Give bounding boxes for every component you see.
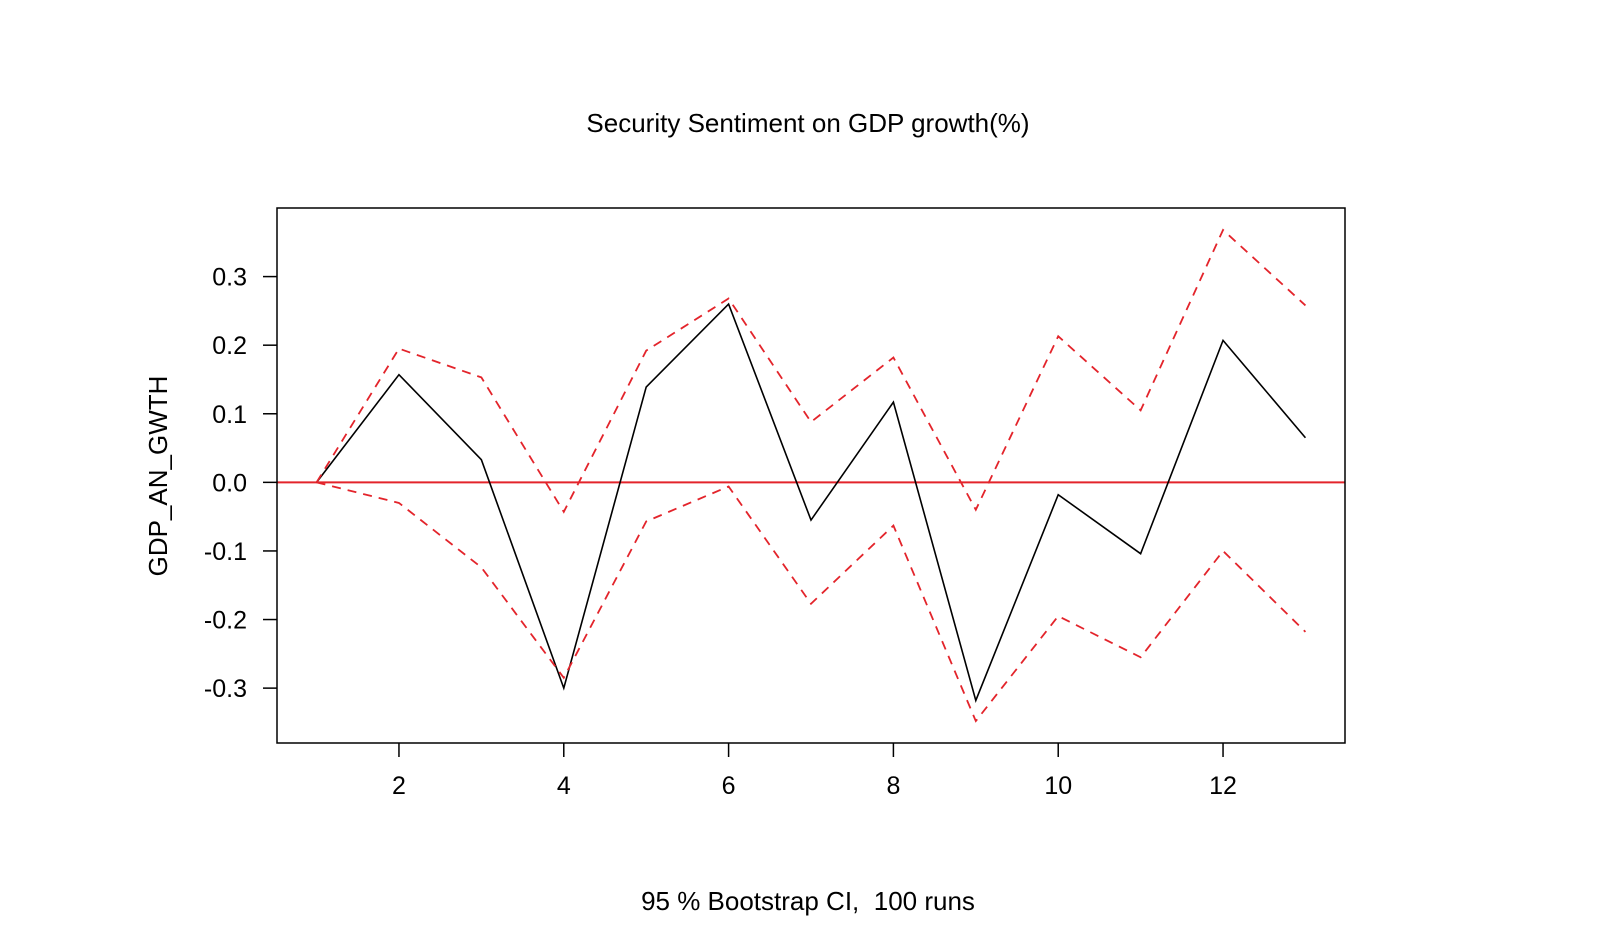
series-line-estimate [315,302,1307,703]
y-tick-label: 0.3 [212,264,247,292]
y-tick-label: 0.0 [212,469,247,497]
y-tick-label: 0.2 [212,332,247,360]
plot-frame [276,207,1346,744]
chart-title: Security Sentiment on GDP growth(%) [586,108,1029,138]
x-tick-label: 4 [557,772,571,800]
y-axis-label: GDP_AN_GWTH [143,376,173,577]
plot-area [277,228,1345,723]
x-tick-label: 12 [1209,772,1237,800]
x-tick-label: 10 [1044,772,1072,800]
y-tick-label: -0.3 [204,675,247,703]
x-tick-label: 6 [722,772,736,800]
y-tick-label: 0.1 [212,401,247,429]
y-tick-label: -0.1 [204,538,247,566]
x-tick-label: 2 [392,772,406,800]
series-line-lower [316,481,1307,723]
x-axis: 2 4 6 8 10 12 [392,743,1237,800]
x-axis-label: 95 % Bootstrap CI, 100 runs [641,886,975,916]
x-tick-label: 8 [886,772,900,800]
series-line-upper [315,228,1307,514]
y-tick-label: -0.2 [204,607,247,635]
y-axis: -0.3 -0.2 -0.1 0.0 0.1 0.2 0.3 [204,264,277,703]
